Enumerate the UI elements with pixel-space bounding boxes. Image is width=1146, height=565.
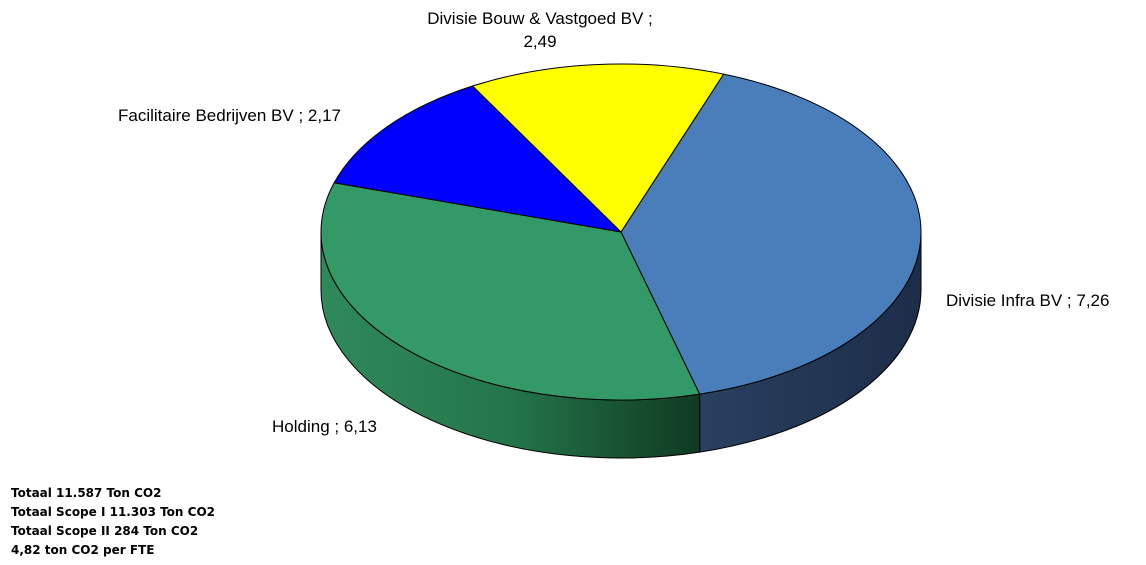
slice-label-holding: Holding ; 6,13 bbox=[272, 417, 377, 436]
note-total: Totaal 11.587 Ton CO2 bbox=[11, 486, 162, 500]
pie-slice-facilitaire bbox=[333, 85, 622, 233]
note-scope-2: Totaal Scope II 284 Ton CO2 bbox=[11, 524, 199, 538]
pie-slice-infra bbox=[620, 73, 922, 395]
slice-label-facilitaire: Facilitaire Bedrijven BV ; 2,17 bbox=[118, 106, 341, 125]
slice-label-bouw-line-2: 2,49 bbox=[523, 32, 556, 51]
pie-slice-holding bbox=[320, 182, 701, 401]
slice-label-infra: Divisie Infra BV ; 7,26 bbox=[946, 291, 1109, 310]
pie-labels: Divisie Infra BV ; 7,26 Holding ; 6,13 F… bbox=[118, 9, 1109, 436]
totals-notes: Totaal 11.587 Ton CO2 Totaal Scope I 11.… bbox=[11, 484, 215, 560]
pie-slices bbox=[320, 63, 922, 401]
note-per-fte: 4,82 ton CO2 per FTE bbox=[11, 543, 155, 557]
pie-slice-bouw bbox=[472, 63, 725, 233]
slice-label-bouw-line-1: Divisie Bouw & Vastgoed BV ; bbox=[427, 9, 653, 28]
note-scope-1: Totaal Scope I 11.303 Ton CO2 bbox=[11, 505, 216, 519]
